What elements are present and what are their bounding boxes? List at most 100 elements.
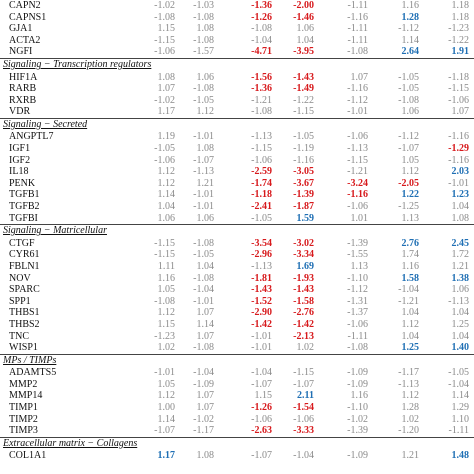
value-cell: 1.12	[157, 307, 176, 319]
value-cell: -1.15	[347, 154, 368, 166]
value-cell: -1.08	[154, 295, 175, 307]
value-cell: -1.04	[448, 378, 469, 390]
value-cell: 1.29	[451, 402, 470, 413]
value-cell: 1.72	[451, 249, 470, 261]
value-cell: -2.76	[293, 307, 314, 319]
gene-name: NGFI	[9, 46, 33, 58]
gene-name: IGF2	[9, 154, 31, 166]
value-cell: -2.90	[251, 307, 272, 319]
value-cell: -2.59	[251, 166, 272, 178]
value-cell: 1.22	[401, 189, 420, 201]
value-cell: 1.07	[157, 83, 176, 95]
value-cell: 1.14	[451, 390, 470, 402]
value-cell: -1.11	[347, 23, 368, 35]
value-cell: 1.07	[196, 330, 215, 342]
value-cell: 1.02	[296, 342, 315, 354]
value-cell: -1.10	[347, 272, 368, 284]
value-cell: -1.87	[293, 201, 314, 212]
value-cell: -1.01	[347, 106, 368, 118]
value-cell: -3.02	[293, 237, 314, 249]
section-rule	[0, 353, 474, 355]
value-cell: 1.12	[196, 106, 215, 118]
value-cell: -1.07	[251, 378, 272, 390]
value-cell: -2.05	[398, 177, 419, 189]
value-cell: 1.05	[401, 154, 420, 166]
value-cell: -1.18	[448, 71, 469, 83]
value-cell: -1.36	[251, 83, 272, 95]
value-cell: 1.04	[157, 201, 176, 212]
value-cell: -1.18	[251, 189, 272, 201]
value-cell: 1.13	[401, 212, 420, 224]
value-cell: -1.06	[347, 318, 368, 330]
value-cell: -1.39	[293, 189, 314, 201]
gene-name: IGF1	[9, 143, 31, 154]
value-cell: -1.43	[251, 284, 272, 296]
value-cell: -1.31	[347, 295, 368, 307]
value-cell: 1.07	[451, 106, 470, 118]
value-cell: 1.69	[296, 260, 315, 272]
gene-name: TGFBI	[9, 212, 38, 224]
value-cell: 1.74	[401, 249, 420, 261]
value-cell: -1.06	[347, 131, 368, 143]
value-cell: -1.16	[448, 154, 469, 166]
value-cell: -1.08	[347, 46, 368, 58]
value-cell: 1.14	[157, 413, 176, 425]
value-cell: -1.13	[251, 131, 272, 143]
value-cell: 1.08	[196, 450, 215, 462]
value-cell: 2.64	[401, 46, 420, 58]
value-cell: 1.08	[157, 71, 176, 83]
value-cell: -1.20	[398, 425, 419, 437]
section-title: Signaling − Matricellular	[3, 225, 107, 237]
value-cell: -1.09	[347, 367, 368, 379]
value-cell: 1.28	[401, 402, 420, 413]
value-cell: 1.48	[451, 450, 470, 462]
value-cell: -1.13	[347, 143, 368, 154]
value-cell: -1.08	[193, 342, 214, 354]
value-cell: -1.08	[398, 94, 419, 106]
value-cell: 1.04	[451, 330, 470, 342]
value-cell: -1.23	[154, 330, 175, 342]
gene-name: THBS2	[9, 318, 40, 330]
gene-name: RXRB	[9, 94, 37, 106]
value-cell: -3.05	[293, 166, 314, 178]
value-cell: -1.57	[193, 46, 214, 58]
value-cell: -1.02	[154, 94, 175, 106]
value-cell: 1.04	[196, 260, 215, 272]
value-cell: 1.13	[350, 260, 369, 272]
value-cell: -1.11	[347, 0, 368, 11]
value-cell: -1.01	[154, 367, 175, 379]
value-cell: -1.01	[193, 189, 214, 201]
value-cell: -1.12	[398, 131, 419, 143]
value-cell: -1.05	[398, 71, 419, 83]
value-cell: -1.42	[251, 318, 272, 330]
value-cell: -1.08	[154, 11, 175, 23]
gene-name: TIMP1	[9, 402, 38, 413]
value-cell: -1.15	[154, 249, 175, 261]
value-cell: -1.01	[193, 295, 214, 307]
value-cell: -1.05	[293, 131, 314, 143]
section-rule	[0, 436, 474, 438]
value-cell: -1.15	[251, 143, 272, 154]
value-cell: 2.03	[451, 166, 470, 178]
value-cell: -1.06	[347, 201, 368, 212]
value-cell: 1.16	[157, 272, 176, 284]
gene-name: TGFB1	[9, 189, 40, 201]
gene-name: TIMP3	[9, 425, 38, 437]
value-cell: 1.12	[401, 318, 420, 330]
value-cell: 2.11	[297, 390, 314, 402]
value-cell: 1.11	[157, 260, 175, 272]
value-cell: 1.12	[401, 166, 420, 178]
value-cell: -1.06	[154, 154, 175, 166]
value-cell: 1.16	[401, 0, 420, 11]
value-cell: -1.93	[293, 272, 314, 284]
value-cell: -1.54	[293, 402, 314, 413]
value-cell: -3.24	[347, 177, 368, 189]
gene-name: NOV	[9, 272, 31, 284]
value-cell: 1.19	[157, 131, 176, 143]
value-cell: -1.08	[193, 11, 214, 23]
value-cell: -1.01	[193, 201, 214, 212]
value-cell: 1.25	[401, 342, 420, 354]
value-cell: -3.67	[293, 177, 314, 189]
value-cell: 1.59	[296, 212, 315, 224]
value-cell: -1.13	[448, 295, 469, 307]
